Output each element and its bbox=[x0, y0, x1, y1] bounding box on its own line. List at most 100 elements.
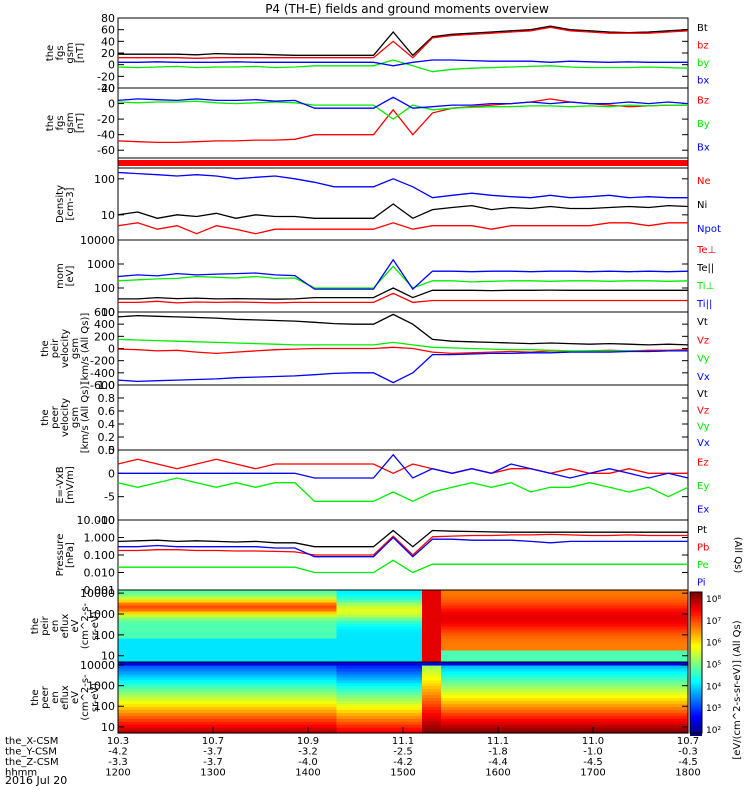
spectrogram-cell bbox=[545, 602, 556, 606]
spectrogram-cell bbox=[298, 656, 309, 660]
spectrogram-cell bbox=[393, 703, 404, 707]
spectrogram-cell bbox=[327, 709, 338, 713]
spectrogram-cell bbox=[403, 647, 414, 651]
spectrogram-cell bbox=[232, 715, 243, 719]
spectrogram-cell bbox=[507, 664, 518, 669]
spectrogram-cell bbox=[431, 721, 442, 725]
spectrogram-cell bbox=[308, 647, 319, 651]
spectrogram-cell bbox=[327, 676, 338, 681]
spectrogram-cell bbox=[336, 647, 347, 651]
spectrogram-cell bbox=[621, 635, 632, 639]
spectrogram-cell bbox=[431, 682, 442, 687]
spectrogram-cell bbox=[165, 647, 176, 651]
spectrogram-cell bbox=[270, 682, 281, 687]
spectrogram-cell bbox=[602, 632, 613, 636]
spectrogram-cell bbox=[298, 635, 309, 639]
spectrogram-cell bbox=[526, 629, 537, 633]
spectrogram-cell bbox=[650, 709, 661, 713]
spectrogram-cell bbox=[317, 620, 328, 624]
spectrogram-cell bbox=[441, 697, 452, 702]
spectrogram-cell bbox=[327, 644, 338, 648]
spectrogram-cell bbox=[621, 599, 632, 603]
spectrogram-cell bbox=[384, 712, 395, 716]
spectrogram-cell bbox=[621, 623, 632, 627]
y-tick-label: 60 bbox=[101, 24, 115, 37]
spectrogram-cell bbox=[678, 691, 689, 696]
spectrogram-cell bbox=[412, 638, 423, 642]
spectrogram-cell bbox=[403, 691, 414, 696]
spectrogram-cell bbox=[355, 706, 366, 710]
spectrogram-cell bbox=[213, 650, 224, 654]
spectrogram-cell bbox=[393, 614, 404, 618]
spectrogram-cell bbox=[346, 712, 357, 716]
spectrogram-cell bbox=[260, 715, 271, 719]
spectrogram-cell bbox=[156, 653, 167, 657]
y-axis-label: gsm bbox=[65, 42, 76, 63]
spectrogram-cell bbox=[507, 718, 518, 722]
spectrogram-cell bbox=[393, 617, 404, 621]
spectrogram-cell bbox=[593, 718, 604, 722]
spectrogram-cell bbox=[365, 730, 376, 734]
spectrogram-cell bbox=[232, 593, 243, 597]
spectrogram-cell bbox=[251, 662, 262, 666]
spectrogram-cell bbox=[640, 650, 651, 654]
spectrogram-cell bbox=[232, 703, 243, 707]
spectrogram-cell bbox=[517, 676, 528, 681]
spectrogram-cell bbox=[137, 596, 148, 600]
series-line-Bt bbox=[118, 25, 689, 57]
spectrogram-cell bbox=[555, 614, 566, 618]
spectrogram-cell bbox=[517, 593, 528, 597]
spectrogram-cell bbox=[450, 703, 461, 707]
spectrogram-cell bbox=[612, 605, 623, 609]
spectrogram-cell bbox=[374, 679, 385, 684]
spectrogram-cell bbox=[631, 608, 642, 612]
spectrogram-cell bbox=[146, 709, 157, 713]
spectrogram-cell bbox=[156, 611, 167, 615]
spectrogram-cell bbox=[365, 626, 376, 630]
spectrogram-cell bbox=[232, 617, 243, 621]
spectrogram-cell bbox=[640, 691, 651, 696]
spectrogram-cell bbox=[118, 697, 129, 702]
spectrogram-cell bbox=[479, 656, 490, 660]
spectrogram-cell bbox=[469, 632, 480, 636]
spectrogram-cell bbox=[574, 694, 585, 699]
spectrogram-cell bbox=[222, 712, 233, 716]
spectrogram-cell bbox=[488, 647, 499, 651]
spectrogram-cell bbox=[336, 664, 347, 669]
spectrogram-cell bbox=[203, 620, 214, 624]
spectrogram-cell bbox=[308, 727, 319, 731]
spectrogram-cell bbox=[574, 700, 585, 705]
spectrogram-cell bbox=[507, 644, 518, 648]
spectrogram-cell bbox=[593, 641, 604, 645]
colorbar-cell bbox=[690, 656, 702, 660]
spectrogram-cell bbox=[631, 724, 642, 728]
spectrogram-cell bbox=[517, 662, 528, 666]
spectrogram-cell bbox=[317, 718, 328, 722]
spectrogram-cell bbox=[564, 659, 575, 663]
spectrogram-cell bbox=[127, 641, 138, 645]
spectrogram-cell bbox=[498, 730, 509, 734]
spectrogram-cell bbox=[289, 721, 300, 725]
spectrogram-cell bbox=[165, 664, 176, 669]
spectrogram-cell bbox=[640, 703, 651, 707]
spectrogram-cell bbox=[213, 718, 224, 722]
spectrogram-cell bbox=[213, 697, 224, 702]
spectrogram-cell bbox=[241, 667, 252, 672]
spectrogram-cell bbox=[279, 662, 290, 666]
spectrogram-cell bbox=[355, 700, 366, 705]
colorbar-cell bbox=[690, 678, 702, 682]
spectrogram-cell bbox=[488, 685, 499, 690]
spectrogram-cell bbox=[412, 664, 423, 669]
spectrogram-cell bbox=[488, 697, 499, 702]
spectrogram-cell bbox=[564, 596, 575, 600]
spectrogram-cell bbox=[298, 596, 309, 600]
spectrogram-cell bbox=[450, 620, 461, 624]
spectrogram-cell bbox=[545, 682, 556, 687]
spectrogram-cell bbox=[194, 730, 205, 734]
spectrogram-cell bbox=[289, 638, 300, 642]
spectrogram-cell bbox=[631, 638, 642, 642]
spectrogram-cell bbox=[412, 653, 423, 657]
y-axis-label: eflux bbox=[60, 614, 71, 639]
spectrogram-cell bbox=[289, 659, 300, 663]
spectrogram-cell bbox=[232, 724, 243, 728]
